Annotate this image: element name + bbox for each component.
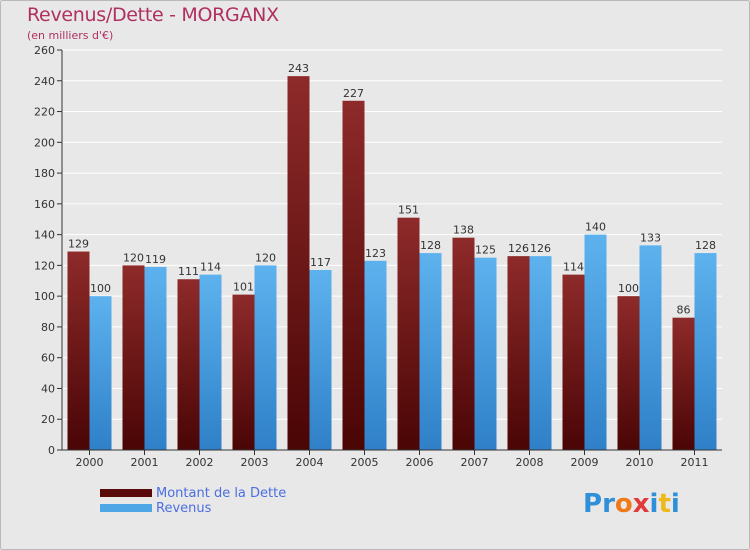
y-tick-label: 200	[34, 136, 55, 149]
y-tick-label: 20	[41, 413, 55, 426]
bar-debt-2001	[122, 265, 145, 450]
bar-revenue-2005	[364, 260, 387, 450]
data-label-revenue-2007: 125	[475, 244, 496, 257]
legend-item-debt: Montant de la Dette	[100, 486, 340, 501]
logo-letter: r	[602, 489, 615, 519]
bar-revenue-2011	[694, 253, 717, 450]
chart-title: Revenus/Dette - MORGANX	[27, 4, 279, 26]
bar-revenue-2008	[529, 256, 552, 450]
y-tick-label: 260	[34, 44, 55, 57]
data-label-revenue-2000: 100	[90, 282, 111, 295]
data-label-revenue-2011: 128	[695, 239, 716, 252]
y-tick-label: 80	[41, 321, 55, 334]
logo-letter: t	[658, 489, 671, 519]
legend-swatch-revenue	[100, 504, 152, 512]
grid-layer	[62, 49, 722, 451]
bar-revenue-2004	[309, 270, 332, 450]
logo-letter: i	[670, 489, 680, 519]
y-tick-label: 0	[48, 444, 55, 457]
data-label-debt-2002: 111	[178, 265, 199, 278]
data-label-debt-2005: 227	[343, 87, 364, 100]
data-label-debt-2011: 86	[677, 304, 691, 317]
x-tick-label: 2008	[516, 456, 544, 469]
y-tick-label: 100	[34, 290, 55, 303]
bar-debt-2000	[67, 251, 90, 450]
logo-letter: P	[583, 489, 603, 519]
bar-debt-2008	[507, 256, 530, 450]
bar-debt-2009	[562, 274, 585, 450]
data-label-revenue-2008: 126	[530, 242, 551, 255]
data-label-debt-2006: 151	[398, 204, 419, 217]
x-tick-label: 2006	[406, 456, 434, 469]
y-tick-label: 240	[34, 75, 55, 88]
bar-debt-2003	[232, 294, 255, 450]
logo-letter: i	[649, 489, 659, 519]
legend-item-revenue: Revenus	[100, 501, 340, 516]
bar-debt-2011	[672, 317, 695, 450]
x-tick-label: 2007	[461, 456, 489, 469]
data-label-revenue-2001: 119	[145, 253, 166, 266]
data-label-revenue-2010: 133	[640, 231, 661, 244]
data-label-debt-2004: 243	[288, 62, 309, 75]
bar-revenue-2007	[474, 257, 497, 450]
bar-revenue-2010	[639, 245, 662, 450]
x-tick-label: 2003	[241, 456, 269, 469]
data-label-revenue-2009: 140	[585, 221, 606, 234]
bar-revenue-2003	[254, 265, 277, 450]
data-label-debt-2001: 120	[123, 251, 144, 264]
data-label-revenue-2003: 120	[255, 251, 276, 264]
x-tick-label: 2001	[131, 456, 159, 469]
proxiti-logo: Proxiti	[583, 489, 680, 519]
data-label-debt-2003: 101	[233, 281, 254, 294]
data-label-debt-2008: 126	[508, 242, 529, 255]
logo-letter: x	[632, 489, 650, 519]
data-label-revenue-2006: 128	[420, 239, 441, 252]
bar-revenue-2001	[144, 266, 167, 450]
data-label-revenue-2002: 114	[200, 261, 221, 274]
bar-debt-2002	[177, 279, 200, 450]
y-tick-label: 220	[34, 106, 55, 119]
y-tick-label: 160	[34, 198, 55, 211]
bars-layer	[67, 76, 717, 451]
y-tick-label: 180	[34, 167, 55, 180]
bar-revenue-2002	[199, 274, 222, 450]
bar-debt-2005	[342, 100, 365, 451]
bar-debt-2007	[452, 237, 475, 450]
bar-debt-2004	[287, 76, 310, 451]
data-label-revenue-2004: 117	[310, 256, 331, 269]
data-label-debt-2010: 100	[618, 282, 639, 295]
bar-debt-2006	[397, 217, 420, 450]
axes-layer: 0 20 40 60 80 100 120 140 160 180 200 220 240 260 2000…	[34, 44, 722, 469]
x-tick-label: 2005	[351, 456, 379, 469]
bar-revenue-2006	[419, 253, 442, 450]
logo-letter: o	[614, 489, 633, 519]
legend-swatch-debt	[100, 489, 152, 497]
data-label-debt-2000: 129	[68, 238, 89, 251]
y-tick-label: 140	[34, 229, 55, 242]
y-tick-label: 120	[34, 259, 55, 272]
bar-revenue-2000	[89, 296, 112, 450]
data-label-revenue-2005: 123	[365, 247, 386, 260]
y-tick-label: 60	[41, 352, 55, 365]
x-tick-label: 2010	[626, 456, 654, 469]
x-tick-label: 2004	[296, 456, 324, 469]
y-tick-label: 40	[41, 382, 55, 395]
x-tick-label: 2009	[571, 456, 599, 469]
legend-label-debt: Montant de la Dette	[156, 486, 287, 501]
x-tick-label: 2000	[76, 456, 104, 469]
legend-label-revenue: Revenus	[156, 501, 212, 516]
x-tick-label: 2002	[186, 456, 214, 469]
data-label-debt-2007: 138	[453, 224, 474, 237]
bar-debt-2010	[617, 296, 640, 450]
legend: Montant de la Dette Revenus	[100, 486, 340, 516]
x-tick-label: 2011	[681, 456, 709, 469]
chart-subtitle: (en milliers d'€)	[27, 29, 114, 42]
bar-revenue-2009	[584, 234, 607, 450]
data-label-debt-2009: 114	[563, 261, 584, 274]
